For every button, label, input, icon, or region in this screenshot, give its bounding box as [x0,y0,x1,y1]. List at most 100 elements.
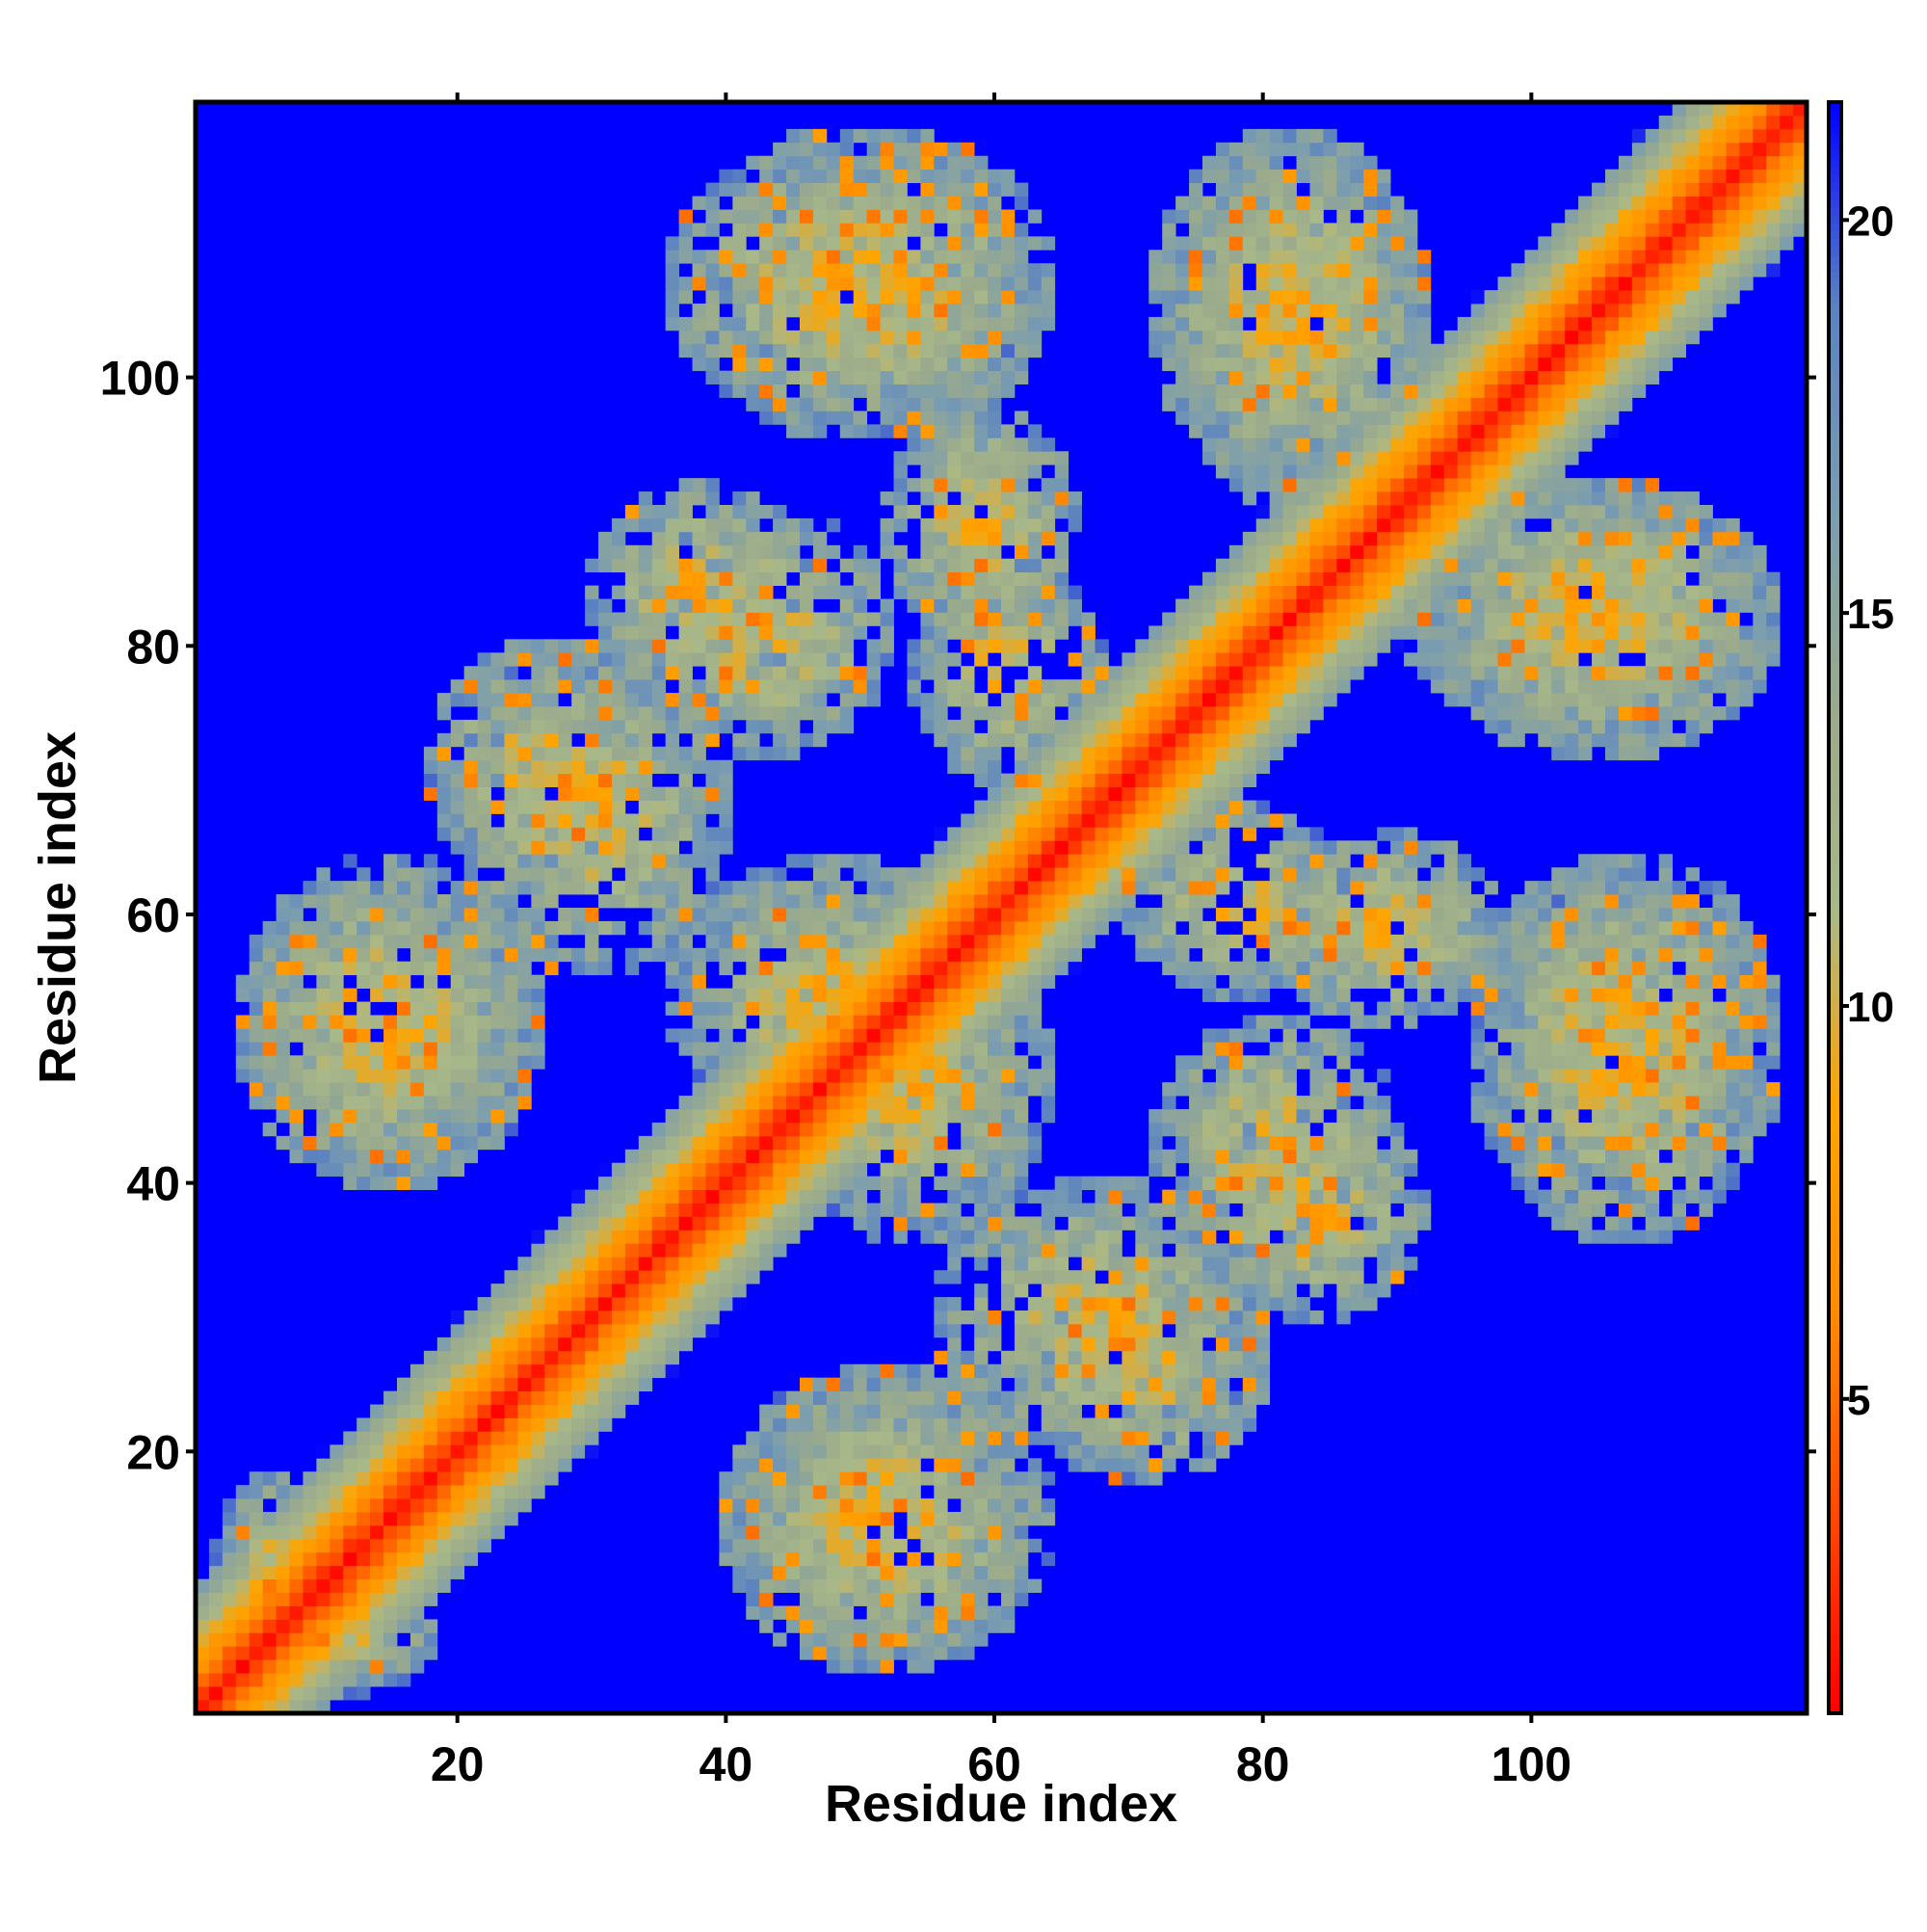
heatmap-cell [330,1551,344,1567]
heatmap-cell [812,867,828,882]
heatmap-cell [1269,652,1283,667]
heatmap-cell [1122,759,1136,775]
heatmap-cell [732,1082,747,1097]
heatmap-cell [463,1444,478,1459]
heatmap-cell [1135,881,1149,895]
heatmap-cell [1014,612,1029,626]
heatmap-cell [624,666,640,680]
heatmap-cell [907,947,921,963]
heatmap-cell [531,1458,545,1472]
heatmap-cell [746,693,760,707]
heatmap-cell [1189,370,1203,384]
heatmap-cell [705,988,720,1002]
heatmap-cell [571,1431,586,1445]
heatmap-cell [397,1673,411,1687]
heatmap-cell [558,1230,572,1244]
heatmap-cell [409,1149,425,1164]
heatmap-cell [1068,881,1082,895]
heatmap-cell [383,1149,398,1164]
heatmap-cell [598,1257,613,1271]
heatmap-cell [800,1498,814,1513]
heatmap-cell [1081,732,1095,748]
heatmap-cell [638,652,653,667]
heatmap-cell [839,625,855,640]
heatmap-cell [893,250,908,264]
heatmap-cell [974,1350,989,1365]
heatmap-cell [880,491,894,506]
heatmap-cell [934,920,948,936]
heatmap-cell [1135,786,1149,801]
heatmap-cell [947,1015,962,1029]
heatmap-cell [665,316,679,331]
heatmap-cell [1215,1284,1230,1298]
heatmap-cell [477,732,491,748]
heatmap-cell [907,1069,921,1083]
heatmap-cell [812,908,828,922]
heatmap-cell [571,1337,586,1352]
heatmap-cell [208,1538,224,1553]
heatmap-cell [1255,424,1271,438]
heatmap-cell [208,1619,224,1633]
heatmap-cell [598,732,613,748]
heatmap-cell [531,934,545,949]
heatmap-cell [705,1203,720,1217]
heatmap-cell [397,1122,411,1137]
heatmap-cell [934,1605,948,1620]
heatmap-cell [343,1512,357,1526]
heatmap-cell [262,1096,277,1110]
heatmap-cell [665,867,679,882]
heatmap-cell [1081,625,1095,640]
heatmap-cell [692,679,706,694]
heatmap-cell [665,652,679,667]
heatmap-cell [893,1404,908,1418]
heatmap-cell [1068,719,1082,734]
heatmap-cell [531,813,545,828]
heatmap-cell [517,881,532,895]
heatmap-cell [961,1632,975,1647]
heatmap-cell [1081,1417,1095,1432]
heatmap-cell [356,947,371,963]
heatmap-cell [1189,800,1203,814]
heatmap-cell [705,1162,720,1178]
heatmap-cell [1027,1512,1043,1526]
heatmap-cell [947,1350,962,1365]
heatmap-cell [343,1149,357,1164]
heatmap-cell [732,1189,747,1204]
heatmap-cell [853,1176,868,1190]
heatmap-cell [235,1686,251,1701]
heatmap-cell [463,1404,478,1418]
heatmap-cell [1001,1404,1016,1418]
heatmap-cell [1215,250,1230,264]
heatmap-cell [463,974,478,989]
heatmap-cell [800,639,814,653]
heatmap-cell [624,1216,640,1231]
heatmap-cell [1027,961,1043,976]
heatmap-cell [719,800,733,814]
heatmap-cell [1095,1297,1109,1311]
heatmap-cell [1228,209,1244,224]
heatmap-cell [1001,384,1016,398]
heatmap-cell [1255,652,1271,667]
heatmap-cell [1014,894,1029,909]
heatmap-cell [692,1122,706,1137]
heatmap-cell [988,1096,1002,1110]
heatmap-cell [423,1390,438,1405]
heatmap-cell [746,612,760,626]
heatmap-cell [759,1605,774,1620]
heatmap-cell [1081,1363,1095,1379]
heatmap-cell [678,1122,693,1137]
heatmap-cell [1189,397,1203,411]
heatmap-cell [1014,451,1029,465]
heatmap-cell [383,1096,398,1110]
heatmap-cell [262,1632,277,1647]
heatmap-cell [1068,1377,1082,1391]
heatmap-cell [463,854,478,868]
heatmap-cell [1054,1444,1069,1459]
heatmap-cell [1215,343,1230,358]
heatmap-cell [504,813,518,828]
heatmap-cell [544,894,559,909]
heatmap-cell [1228,290,1244,304]
heatmap-cell [988,397,1002,411]
heatmap-cell [1202,1176,1217,1190]
heatmap-cell [665,491,679,506]
